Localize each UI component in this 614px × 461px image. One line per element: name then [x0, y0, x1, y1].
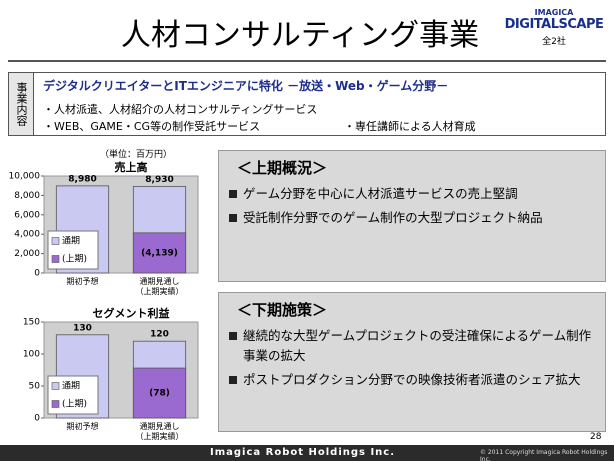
- y-tick-label: 6,000: [14, 210, 40, 220]
- y-tick-label: 0: [34, 269, 40, 279]
- x-tick-label: 期初予想: [66, 277, 99, 286]
- slide-title: 人材コンサルティング事業: [120, 18, 480, 53]
- logo-main: DIGITALSCAPE: [504, 17, 604, 32]
- business-item: ・専任講師による人材育成: [344, 120, 476, 133]
- y-tick-label: 100: [23, 350, 40, 360]
- unit-note: （単位：百万円）: [100, 150, 173, 160]
- business-item: ・人材派遣、人材紹介の人材コンサルティングサービス: [43, 103, 318, 116]
- business-label: 事業内容: [9, 73, 34, 135]
- panel-heading: ＜上期概況＞: [237, 159, 328, 177]
- data-label: 8,980: [68, 174, 96, 184]
- business-box: 事業内容 デジタルクリエイターとITエンジニアに特化 －放送・Web・ゲーム分野…: [8, 72, 606, 136]
- y-tick-label: 0: [34, 414, 40, 424]
- data-label: 120: [150, 330, 169, 340]
- footer-company: Imagica Robot Holdings Inc.: [210, 447, 396, 458]
- data-label: (78): [149, 389, 170, 399]
- panel-heading: ＜下期施策＞: [237, 301, 328, 319]
- panel-item: 受託制作分野でのゲーム制作の大型プロジェクト納品: [229, 208, 595, 228]
- chart-title: 売上高: [115, 160, 148, 174]
- legend-swatch: [51, 237, 60, 245]
- y-tick-label: 150: [23, 318, 40, 328]
- chart-title: セグメント利益: [93, 306, 170, 320]
- x-tick-label: 期初予想: [66, 422, 99, 431]
- y-tick-label: 2,000: [14, 249, 40, 259]
- data-label: 130: [73, 323, 92, 333]
- x-tick-label: 通期見通し （上期実績）: [135, 277, 184, 296]
- legend-label: (上期): [62, 399, 87, 410]
- legend-label: (上期): [62, 254, 87, 265]
- business-item: ・WEB、GAME・CG等の制作受託サービス: [43, 120, 261, 133]
- footer-bar: Imagica Robot Holdings Inc. © 2011 Copyr…: [0, 445, 614, 461]
- panel: ＜上期概況＞ ゲーム分野を中心に人材派遣サービスの売上堅調 受託制作分野でのゲーム…: [218, 150, 606, 282]
- legend-swatch: [51, 255, 60, 263]
- logo: IMAGICA DIGITALSCAPE 全2社: [500, 8, 608, 47]
- header-rule: [8, 60, 606, 62]
- legend-label: 通期: [62, 236, 80, 247]
- panel-item: ゲーム分野を中心に人材派遣サービスの売上堅調: [229, 184, 595, 204]
- y-tick-label: 10,000: [9, 172, 41, 182]
- panel: ＜下期施策＞ 継続的な大型ゲームプロジェクトの受注確保によるゲーム制作事業の拡大…: [218, 292, 606, 432]
- panel-item: ポストプロダクション分野での映像技術者派遣のシェア拡大: [229, 370, 595, 390]
- bar: [132, 232, 187, 274]
- y-tick-label: 8,000: [14, 191, 40, 201]
- legend-label: 通期: [62, 381, 80, 392]
- x-tick-label: 通期見通し （上期実績）: [135, 422, 184, 441]
- legend-swatch: [51, 400, 60, 408]
- bar: [132, 367, 187, 419]
- panel-item: 継続的な大型ゲームプロジェクトの受注確保によるゲーム制作事業の拡大: [229, 326, 595, 366]
- y-tick-label: 4,000: [14, 230, 40, 240]
- page-number: 28: [590, 432, 602, 442]
- data-label: (4,139): [141, 248, 178, 258]
- company-count: 全2社: [542, 37, 566, 47]
- data-label: 8,930: [145, 175, 173, 185]
- legend-swatch: [51, 382, 60, 390]
- logo-top: IMAGICA: [534, 8, 574, 17]
- business-heading: デジタルクリエイターとITエンジニアに特化 －放送・Web・ゲーム分野－: [43, 79, 449, 93]
- y-tick-label: 50: [29, 382, 41, 392]
- footer-copyright: © 2011 Copyright Imagica Robot Holdings …: [480, 449, 608, 461]
